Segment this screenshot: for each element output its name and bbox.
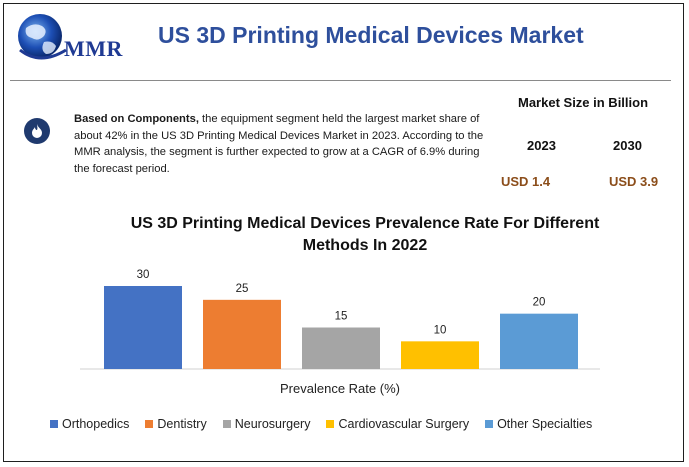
data-label: 20 [533,297,546,309]
segment-summary: Based on Components, the equipment segme… [74,111,484,177]
summary-lead: Based on Components, [74,113,199,125]
legend-label: Neurosurgery [234,417,311,431]
legend-label: Dentistry [157,417,207,431]
legend-swatch [222,420,231,428]
summary-text: the equipment segment held the largest m… [74,113,484,175]
data-label: 25 [236,283,249,295]
flame-badge [24,118,50,144]
legend-item: Dentistry [145,417,207,431]
data-label: 10 [434,324,447,336]
legend-swatch [145,420,154,428]
year-2030: 2030 [613,138,642,153]
legend-swatch [485,420,494,428]
infographic-frame [3,3,684,462]
bar-orthopedics [104,286,182,369]
legend-swatch [50,420,58,428]
chart-legend: Orthopedics Dentistry Neurosurgery Cardiova… [50,417,592,431]
bar-neurosurgery [302,327,380,369]
market-size-title: Market Size in Billion [518,95,649,110]
page-title: US 3D Printing Medical Devices Market [158,22,584,48]
legend-item: Orthopedics [50,417,129,431]
data-label: 30 [137,269,150,281]
data-label: 15 [335,311,348,323]
mmr-globe-logo-icon [18,14,67,60]
header-divider [10,80,671,81]
legend-label: Orthopedics [62,417,130,431]
bar-dentistry [203,299,281,369]
legend-item: Cardiovascular Surgery [326,417,469,431]
legend-item: Other Specialties [485,417,592,431]
market-value-2023: USD 1.4 [501,174,551,189]
legend-item: Neurosurgery [222,417,311,431]
legend-swatch [326,420,335,428]
year-2023: 2023 [527,138,556,153]
flame-icon [32,124,42,138]
chart-title: US 3D Printing Medical Devices Prevalenc… [130,215,600,254]
bar-cardiovascular-surgery [401,341,479,369]
bar-other-specialties [500,313,578,369]
logo-text: MMR [64,36,123,61]
legend-label: Cardiovascular Surgery [338,417,470,431]
x-axis-label: Prevalence Rate (%) [280,381,400,396]
market-value-2030: USD 3.9 [609,174,659,189]
legend-label: Other Specialties [497,417,593,431]
